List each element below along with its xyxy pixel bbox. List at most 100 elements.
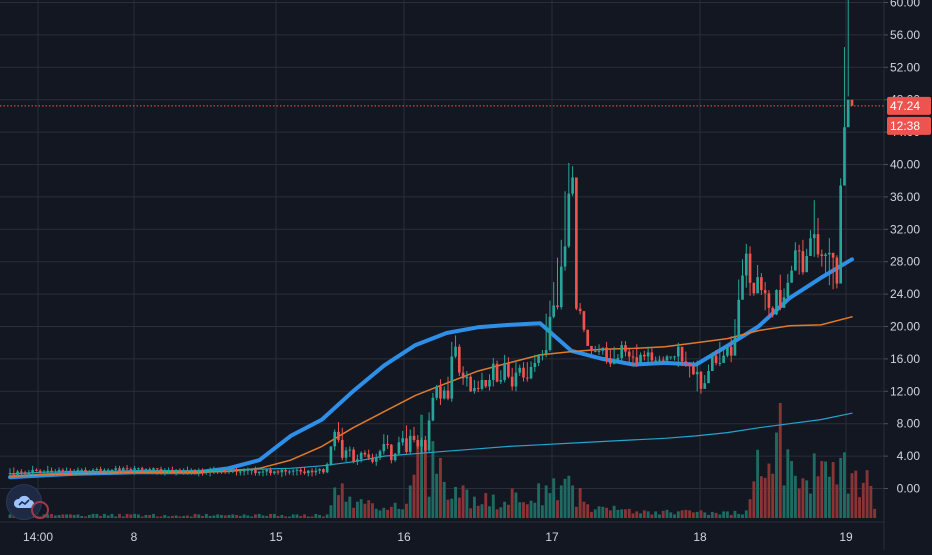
volume-bar <box>529 500 533 518</box>
candle-body <box>159 469 163 471</box>
candle-body <box>137 468 140 470</box>
volume-bar <box>389 506 393 518</box>
candle-body <box>65 470 68 472</box>
candle-body <box>420 439 423 447</box>
candle-body <box>688 362 691 367</box>
volume-bar <box>321 516 325 518</box>
x-axis[interactable]: 14:00 8 15 16 17 18 19 <box>0 521 884 544</box>
volume-bar <box>408 485 412 518</box>
volume-bar <box>654 511 658 518</box>
candle-body <box>386 443 389 445</box>
candle-body <box>227 470 231 472</box>
last-price-tag: 47.24 12:38 <box>887 96 931 135</box>
volume-bar <box>72 514 76 518</box>
volume-bar <box>159 516 163 518</box>
y-axis[interactable]: 60.0056.0052.0048.0044.0040.0036.0032.00… <box>883 0 921 550</box>
candle-body <box>72 471 76 473</box>
candle-body <box>23 472 27 474</box>
candle-body <box>476 388 480 390</box>
candle-body <box>38 470 42 473</box>
volume-bar <box>518 502 522 518</box>
volume-bar <box>707 514 710 518</box>
candle-body <box>155 468 159 470</box>
volume-bar <box>861 482 865 518</box>
volume-bar <box>140 516 144 518</box>
candle-body <box>624 345 627 352</box>
volume-bar <box>167 516 171 518</box>
volume-bar <box>8 514 12 518</box>
candle-body <box>601 347 605 351</box>
candle-body <box>654 360 657 362</box>
candle-body <box>491 363 495 380</box>
candle-body <box>752 282 756 294</box>
candle-body <box>352 449 355 462</box>
candle-body <box>106 469 110 471</box>
candle-body <box>635 357 639 363</box>
volume-bar <box>431 441 435 518</box>
volume-bar <box>522 502 525 518</box>
volume-bar <box>491 494 495 518</box>
volume-bar <box>178 516 182 518</box>
countdown-label: 12:38 <box>890 119 920 133</box>
volume-bar <box>775 432 778 518</box>
volume-bar <box>435 473 439 518</box>
candle-body <box>148 469 152 471</box>
candle-body <box>363 452 367 455</box>
x-tick-label: 15 <box>269 530 283 544</box>
candle-body <box>710 355 714 372</box>
candle-body <box>499 379 503 382</box>
last-price-tag-bg <box>887 96 931 115</box>
volume-bar <box>269 513 272 518</box>
candle-body <box>495 363 499 382</box>
volume-bar <box>495 509 499 518</box>
ma_mid-line <box>9 316 853 478</box>
candle-body <box>442 390 446 399</box>
volume-bar <box>571 485 575 518</box>
candle-body <box>401 438 405 443</box>
candle-body <box>616 358 620 360</box>
candle-body <box>533 362 537 367</box>
volume-bar <box>405 503 408 518</box>
volume-bar <box>574 506 578 518</box>
volume-bar <box>540 505 544 518</box>
last-price-label: 47.24 <box>890 99 920 113</box>
candle-body <box>778 290 782 308</box>
volume-bar <box>831 462 835 518</box>
volume-bar <box>310 516 314 518</box>
volume-bar <box>118 513 121 518</box>
candle-body <box>144 469 148 471</box>
volume-bar <box>744 510 748 518</box>
candle-body <box>231 470 235 472</box>
candle-body <box>189 469 193 472</box>
y-tick-label: 0.00 <box>897 482 921 496</box>
volume-bar <box>839 457 843 518</box>
volume-bar <box>827 476 831 518</box>
volume-bar <box>782 485 786 518</box>
cloud-chart-icon[interactable] <box>6 484 49 520</box>
volume-bar <box>680 510 684 518</box>
volume-bar <box>125 513 129 518</box>
candle-body <box>801 251 805 273</box>
volume-bar <box>703 512 707 518</box>
volume-bar <box>850 473 854 518</box>
volume-bar <box>65 514 69 518</box>
candle-body <box>843 127 846 186</box>
candles <box>8 0 854 478</box>
candle-body <box>397 442 401 454</box>
volume-bar <box>469 508 473 518</box>
volume-bar <box>314 513 318 518</box>
candle-body <box>152 468 155 470</box>
candle-body <box>103 469 106 471</box>
candle-body <box>239 471 242 473</box>
candle-body <box>775 290 778 315</box>
candle-body <box>393 453 397 461</box>
cloud-chart-icon-glyph <box>13 495 34 508</box>
volume-bar <box>771 473 775 518</box>
candle-body <box>121 468 125 471</box>
volume-bar <box>299 515 303 518</box>
candle-body <box>744 253 748 276</box>
candle-body <box>484 379 488 387</box>
candle-body <box>405 438 408 453</box>
